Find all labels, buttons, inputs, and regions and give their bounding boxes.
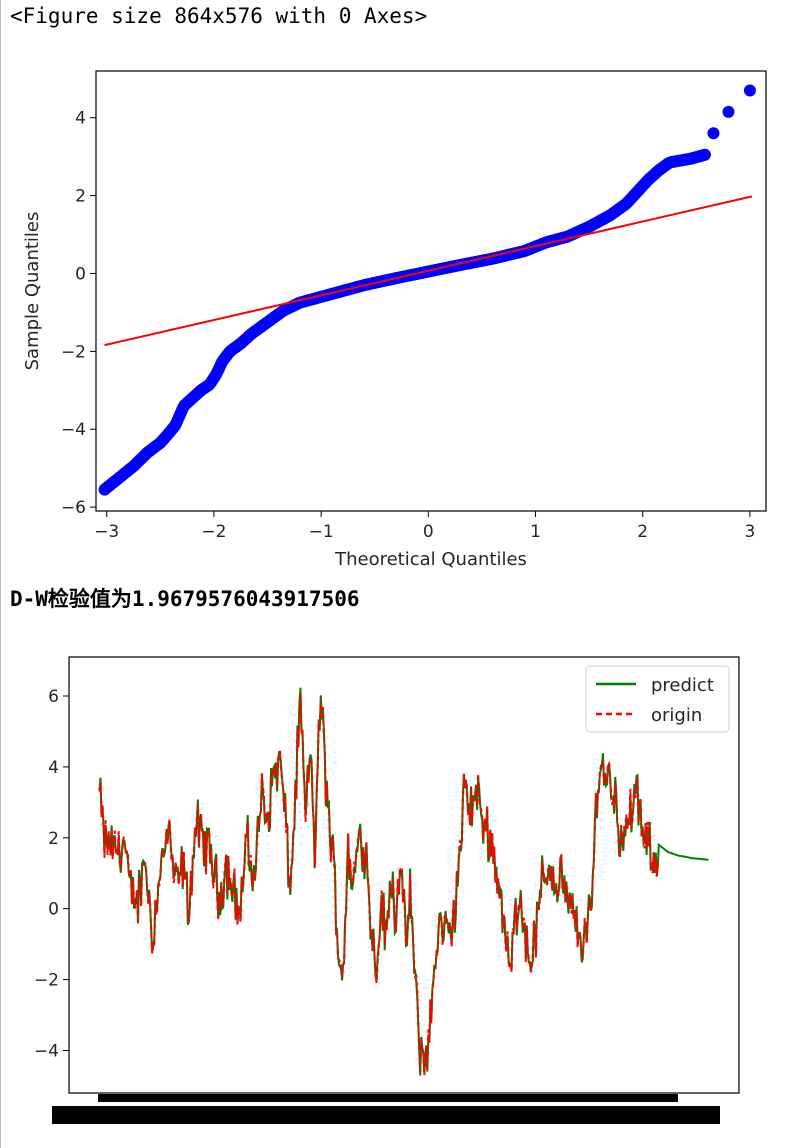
ts-y-tick-label: 2 (48, 829, 59, 849)
qq-point (722, 105, 735, 118)
qq-x-axis-label: Theoretical Quantiles (334, 549, 527, 570)
ts-y-tick-label: 6 (48, 687, 59, 707)
qq-y-tick-label: 4 (75, 109, 86, 129)
qq-plot: −3 −2 −1 0 1 2 3 −6 −4 −2 0 2 4 Theoretical Quantil… (22, 70, 767, 570)
qq-y-tick-label: 0 (75, 264, 86, 284)
qq-y-axis-label: Sample Quantiles (22, 212, 43, 371)
ts-y-tick-label: 0 (48, 900, 59, 920)
qq-point (698, 148, 711, 161)
qq-points (98, 84, 756, 496)
qq-x-tick-label: 0 (423, 522, 434, 542)
ts-legend: predict origin (585, 665, 730, 733)
ts-x-ticks-overplotted (52, 1094, 720, 1124)
qq-point (743, 84, 756, 97)
legend-predict-label: predict (651, 675, 714, 696)
qq-x-ticks: −3 −2 −1 0 1 2 3 (94, 511, 755, 542)
qq-point (707, 127, 720, 140)
qq-fit-line (104, 195, 753, 347)
ts-x-tick-marks (98, 1094, 678, 1102)
qq-y-tick-label: 2 (75, 187, 86, 207)
qq-x-tick-label: 2 (637, 522, 648, 542)
notebook-cell-edge (0, 0, 1, 1148)
ts-axes-frame (68, 656, 740, 1094)
origin-series-line (98, 693, 659, 1076)
qq-x-tick-label: 3 (745, 522, 756, 542)
ts-y-tick-label: 4 (48, 758, 59, 778)
qq-x-tick-label: −2 (201, 522, 226, 542)
qq-axes-frame (95, 70, 767, 512)
qq-y-ticks: −6 −4 −2 0 2 4 (61, 109, 96, 518)
qq-x-tick-label: −3 (94, 522, 119, 542)
ts-y-ticks: −4 −2 0 2 4 6 (34, 687, 69, 1061)
qq-y-tick-label: −2 (61, 342, 86, 362)
qq-y-tick-label: −4 (61, 420, 86, 440)
legend-origin-label: origin (651, 705, 702, 726)
qq-y-tick-label: −6 (61, 498, 86, 518)
ts-y-tick-label: −2 (34, 971, 59, 991)
figure-repr-text: <Figure size 864x576 with 0 Axes> (10, 4, 428, 28)
legend-box (585, 665, 730, 733)
qq-x-tick-label: 1 (530, 522, 541, 542)
ts-x-tick-labels (52, 1106, 720, 1124)
prediction-plot: −4 −2 0 2 4 6 predict origin (34, 656, 740, 1124)
ts-y-tick-label: −4 (34, 1041, 59, 1061)
qq-x-tick-label: −1 (309, 522, 334, 542)
dw-statistic-text: D-W检验值为1.9679576043917506 (10, 587, 360, 611)
